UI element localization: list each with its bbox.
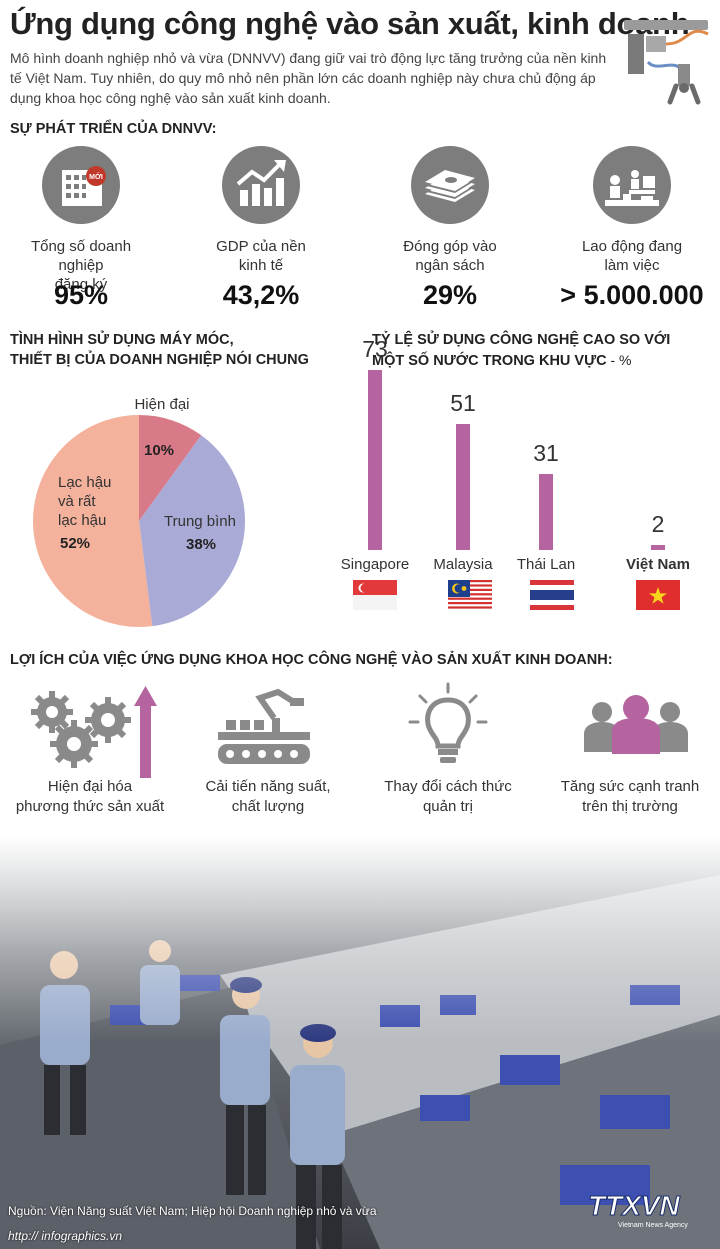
- page-title: Ứng dụng công nghệ vào sản xuất, kinh do…: [10, 6, 690, 41]
- benefit-label-productivity: Cải tiến năng suất, chất lượng: [205, 778, 331, 815]
- country-label-singapore: Singapore: [340, 556, 410, 573]
- pie-pct-modern: 10%: [144, 442, 175, 459]
- bar-thailand: [539, 473, 553, 550]
- stat-label-labor: Lao động đang làm việc: [581, 238, 683, 274]
- growth-chart-icon: [222, 146, 300, 224]
- malaysia-flag-icon: [448, 580, 492, 610]
- stat-label-gdp: GDP của nền kinh tế: [216, 238, 306, 274]
- stat-value-budget: 29%: [422, 280, 478, 310]
- pie-pct-old: 52%: [60, 535, 91, 552]
- lightbulb-icon: [408, 682, 488, 763]
- benefit-label-management: Thay đổi cách thức quản trị: [384, 778, 512, 815]
- pie-slice-old: [33, 415, 153, 627]
- bar-singapore: [368, 370, 382, 550]
- bar-vietnam: [651, 545, 665, 550]
- building-new-icon: MỚI: [42, 146, 120, 224]
- benefit-label-modernize: Hiện đại hóa phương thức sản xuất: [15, 778, 165, 815]
- benefit-label-competition: Tăng sức cạnh tranh trên thị trường: [560, 778, 700, 815]
- pie-slice-medium: [139, 435, 245, 627]
- people-icon: [584, 695, 688, 754]
- machinery-pie-chart: [33, 415, 245, 627]
- money-stack-icon: [411, 146, 489, 224]
- thailand-flag-icon: [530, 580, 574, 610]
- stat-value-labor: > 5.000.000: [560, 280, 704, 310]
- factory-photo: TTXVN Vietnam News Agency: [0, 835, 720, 1249]
- benefits-heading: LỢI ÍCH CỦA VIỆC ỨNG DỤNG KHOA HỌC CÔNG …: [10, 652, 613, 668]
- hightech-unit: - %: [606, 352, 632, 368]
- pie-label-medium: Trung bình: [164, 513, 236, 530]
- country-label-thailand: Thái Lan: [516, 556, 576, 573]
- country-label-vietnam: Việt Nam: [626, 556, 690, 573]
- pie-label-old: Lạc hậu và rất lạc hậu: [58, 474, 112, 529]
- stat-label-budget: Đóng góp vào ngân sách: [403, 238, 497, 274]
- pie-slice-modern: [139, 415, 202, 521]
- hightech-heading: TỶ LỆ SỬ DỤNG CÔNG NGHỆ CAO SO VỚI MỘT S…: [372, 332, 671, 369]
- pie-label-modern: Hiện đại: [134, 396, 190, 413]
- website-link[interactable]: http:// infographics.vn: [8, 1229, 123, 1243]
- hightech-bar-chart: 73 Singapore 51 Malaysia 31 Thái Lan 2 Việt Nam: [330, 336, 720, 630]
- stat-value-gdp: 43,2%: [222, 280, 300, 310]
- ttxvn-logo-sub: Vietnam News Agency: [618, 1222, 688, 1229]
- vietnam-flag-icon: [636, 580, 680, 610]
- source-text: Nguồn: Viện Năng suất Việt Nam; Hiệp hội…: [8, 1204, 377, 1218]
- bar-value-singapore: 73: [362, 336, 388, 362]
- robot-arm-icon: [624, 20, 709, 105]
- bar-value-vietnam: 2: [651, 511, 665, 538]
- bar-malaysia: [456, 424, 470, 550]
- workers-icon: [593, 146, 671, 224]
- pie-pct-medium: 38%: [186, 536, 217, 553]
- singapore-flag-icon: [353, 580, 397, 610]
- ttxvn-logo: TTXVN: [588, 1190, 681, 1221]
- country-label-malaysia: Malaysia: [433, 556, 493, 573]
- gears-arrow-icon: [31, 686, 157, 778]
- intro-text: Mô hình doanh nghiệp nhỏ và vừa (DNNVV) …: [10, 50, 607, 106]
- robot-conveyor-icon: [218, 688, 310, 764]
- bar-value-thailand: 31: [533, 439, 559, 466]
- machinery-heading: TÌNH HÌNH SỬ DỤNG MÁY MÓC, THIẾT BỊ CỦA …: [10, 332, 309, 368]
- stat-label-registered: Tổng số doanh nghiệp đăng ký: [30, 238, 132, 293]
- bar-value-malaysia: 51: [450, 390, 476, 417]
- stat-value-registered: 95%: [53, 280, 109, 310]
- development-heading: SỰ PHÁT TRIỂN CỦA DNNVV:: [10, 121, 217, 137]
- badge-new: MỚI: [89, 172, 103, 181]
